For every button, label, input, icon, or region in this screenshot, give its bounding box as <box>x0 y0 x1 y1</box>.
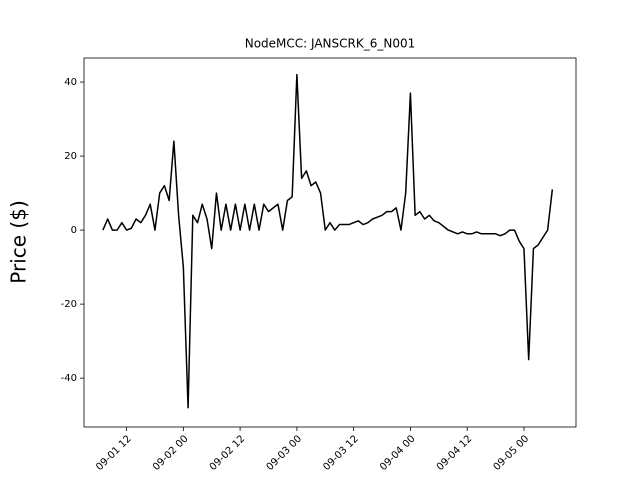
chart-title: NodeMCC: JANSCRK_6_N001 <box>245 37 416 51</box>
x-tick-label: 09-01 12 <box>94 433 134 473</box>
plot-frame <box>83 57 577 428</box>
x-tick-label: 09-05 00 <box>492 433 532 473</box>
x-tick-label: 09-02 12 <box>208 433 248 473</box>
y-tick-label: -40 <box>61 373 77 384</box>
y-tick-label: 20 <box>64 151 77 162</box>
price-line <box>102 73 554 409</box>
x-tick-label: 09-03 12 <box>321 433 361 473</box>
x-tick-label: 09-02 00 <box>151 433 191 473</box>
x-tick-label: 09-04 12 <box>435 433 475 473</box>
y-tick-label: -20 <box>61 299 77 310</box>
x-tick-label: 09-03 00 <box>265 433 305 473</box>
y-tick-label: 40 <box>64 77 77 88</box>
y-tick-label: 0 <box>71 225 77 236</box>
x-tick-label: 09-04 00 <box>378 433 418 473</box>
y-axis-label: Price ($) <box>7 200 31 283</box>
